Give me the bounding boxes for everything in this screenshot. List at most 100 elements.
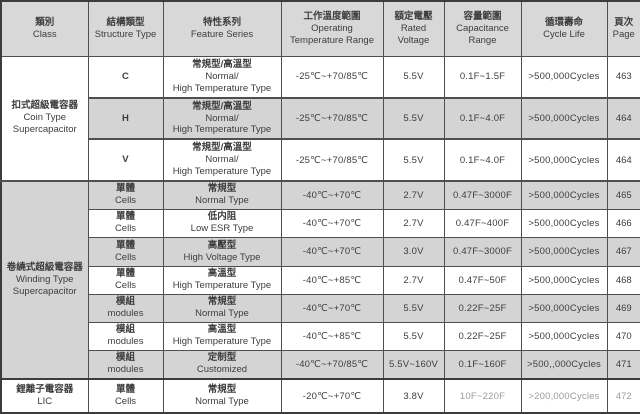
cycle-life-cell: >500,000Cycles	[520, 208, 608, 238]
capacitance-cell: 0.1F~4.0F	[443, 138, 522, 182]
temp-cell: -25℃~+70/85℃	[280, 138, 384, 182]
structure-cell: 模組 modules	[87, 321, 164, 351]
page-cell: 471	[606, 349, 640, 380]
feature-cell: 常規型 Normal Type	[162, 180, 282, 210]
cycle-life-cell: >500,000Cycles	[520, 236, 608, 267]
table-row: 扣式超級電容器 Coin Type Supercapacitor C 常規型/高溫…	[0, 55, 640, 182]
table-row: 單體 Cells 高溫型 High Temperature Type -40℃~+8…	[1, 265, 640, 295]
page-cell: 467	[606, 236, 640, 267]
temp-cell: -25℃~+70/85℃	[280, 55, 384, 99]
voltage-cell: 3.0V	[382, 236, 445, 267]
cycle-life-cell: >500,000Cycles	[520, 180, 608, 210]
col-header-capacitance-range: 容量範圍 Capacitance Range	[443, 0, 522, 57]
voltage-cell: 5.5V	[382, 138, 445, 182]
class-cell-coin: 扣式超級電容器 Coin Type Supercapacitor	[0, 55, 89, 182]
col-header-cycle-life: 循環壽命 Cycle Life	[520, 0, 608, 57]
structure-cell: C	[87, 55, 164, 99]
structure-cell: 單體 Cells	[87, 265, 164, 295]
class-cell-lic: 鋰離子電容器 LIC	[0, 378, 89, 414]
header-row: 類別 Class 結構類型 Structure Type 特性系列 Feature S…	[0, 0, 640, 57]
page-cell: 466	[606, 208, 640, 238]
col-header-class-en: Class	[32, 28, 57, 40]
table-row: 單體 Cells 高壓型 High Voltage Type -40℃~+70℃ 3…	[1, 236, 640, 267]
page-cell: 468	[606, 265, 640, 295]
temp-cell: -40℃~+70℃	[280, 180, 384, 210]
structure-cell: V	[87, 138, 164, 182]
capacitance-cell: 0.1F~4.0F	[443, 97, 522, 140]
table-row: H 常規型/高溫型 Normal/ High Temperature Type -…	[1, 97, 640, 140]
table-row: 模組 modules 定制型 Customized -40℃~+70/85℃ 5.5…	[1, 349, 640, 380]
page-cell: 470	[606, 321, 640, 351]
class-cell-winding: 卷繞式超級電容器 Winding Type Supercapacitor	[0, 180, 89, 380]
col-header-rated-voltage: 額定電壓 Rated Voltage	[382, 0, 445, 57]
structure-cell: 單體 Cells	[87, 378, 164, 414]
voltage-cell: 5.5V	[382, 55, 445, 99]
feature-cell: 低内阻 Low ESR Type	[162, 208, 282, 238]
page-cell: 464	[606, 97, 640, 140]
temp-cell: -40℃~+70℃	[280, 208, 384, 238]
feature-cell: 常規型 Normal Type	[162, 293, 282, 323]
temp-cell: -40℃~+70℃	[280, 293, 384, 323]
voltage-cell: 5.5V	[382, 321, 445, 351]
feature-cell: 高壓型 High Voltage Type	[162, 236, 282, 267]
feature-cell: 常規型/高溫型 Normal/ High Temperature Type	[162, 138, 282, 182]
cycle-life-cell: >500,000Cycles	[520, 265, 608, 295]
feature-cell: 高溫型 High Temperature Type	[162, 265, 282, 295]
capacitance-cell: 0.47F~50F	[443, 265, 522, 295]
cycle-life-cell: >500,000Cycles	[520, 321, 608, 351]
col-header-class: 類別 Class	[0, 0, 89, 57]
structure-cell: H	[87, 97, 164, 140]
page-cell: 469	[606, 293, 640, 323]
temp-cell: -40℃~+70℃	[280, 236, 384, 267]
feature-cell: 常規型/高溫型 Normal/ High Temperature Type	[162, 55, 282, 99]
cycle-life-cell: >200,000Cycles	[520, 378, 608, 414]
capacitance-cell: 0.22F~25F	[443, 321, 522, 351]
cycle-life-cell: >500,000Cycles	[520, 97, 608, 140]
cycle-life-cell: >500,000Cycles	[520, 55, 608, 99]
temp-cell: -40℃~+85℃	[280, 265, 384, 295]
capacitance-cell: 0.22F~25F	[443, 293, 522, 323]
temp-cell: -20℃~+70℃	[280, 378, 384, 414]
table-row: 單體 Cells 低内阻 Low ESR Type -40℃~+70℃ 2.7V 0…	[1, 208, 640, 238]
structure-cell: 單體 Cells	[87, 208, 164, 238]
voltage-cell: 2.7V	[382, 208, 445, 238]
structure-cell: 模組 modules	[87, 293, 164, 323]
capacitance-cell: 0.47F~400F	[443, 208, 522, 238]
voltage-cell: 5.5V~160V	[382, 349, 445, 380]
col-header-feature-series: 特性系列 Feature Series	[162, 0, 282, 57]
voltage-cell: 2.7V	[382, 180, 445, 210]
col-header-class-zh: 類別	[35, 16, 55, 28]
capacitance-cell: 10F~220F	[443, 378, 522, 414]
temp-cell: -25℃~+70/85℃	[280, 97, 384, 140]
feature-cell: 常規型/高溫型 Normal/ High Temperature Type	[162, 97, 282, 140]
feature-cell: 常規型 Normal Type	[162, 378, 282, 414]
capacitance-cell: 0.1F~160F	[443, 349, 522, 380]
page-cell: 465	[606, 180, 640, 210]
voltage-cell: 5.5V	[382, 97, 445, 140]
table-row: 模組 modules 高溫型 High Temperature Type -40℃~…	[1, 321, 640, 351]
capacitance-cell: 0.47F~3000F	[443, 180, 522, 210]
table-row: V 常規型/高溫型 Normal/ High Temperature Type -…	[1, 138, 640, 182]
table-row: 鋰離子電容器 LIC 單體 Cells 常規型 Normal Type -20℃~+7…	[0, 378, 640, 414]
col-header-structure-type: 結構類型 Structure Type	[87, 0, 164, 57]
page-cell: 463	[606, 55, 640, 99]
page-cell: 464	[606, 138, 640, 182]
structure-cell: 模組 modules	[87, 349, 164, 380]
capacitance-cell: 0.1F~1.5F	[443, 55, 522, 99]
temp-cell: -40℃~+70/85℃	[280, 349, 384, 380]
capacitance-cell: 0.47F~3000F	[443, 236, 522, 267]
table-row: 模組 modules 常規型 Normal Type -40℃~+70℃ 5.5V …	[1, 293, 640, 323]
voltage-cell: 2.7V	[382, 265, 445, 295]
feature-cell: 定制型 Customized	[162, 349, 282, 380]
structure-cell: 單體 Cells	[87, 236, 164, 267]
structure-cell: 單體 Cells	[87, 180, 164, 210]
col-header-operating-temperature-range: 工作溫度範圍 Operating Temperature Range	[280, 0, 384, 57]
feature-cell: 高溫型 High Temperature Type	[162, 321, 282, 351]
cycle-life-cell: >500,000Cycles	[520, 138, 608, 182]
page-cell: 472	[606, 378, 640, 414]
cycle-life-cell: >500,,000Cycles	[520, 349, 608, 380]
voltage-cell: 3.8V	[382, 378, 445, 414]
voltage-cell: 5.5V	[382, 293, 445, 323]
table-row: 卷繞式超級電容器 Winding Type Supercapacitor 單體 Ce…	[0, 180, 640, 380]
